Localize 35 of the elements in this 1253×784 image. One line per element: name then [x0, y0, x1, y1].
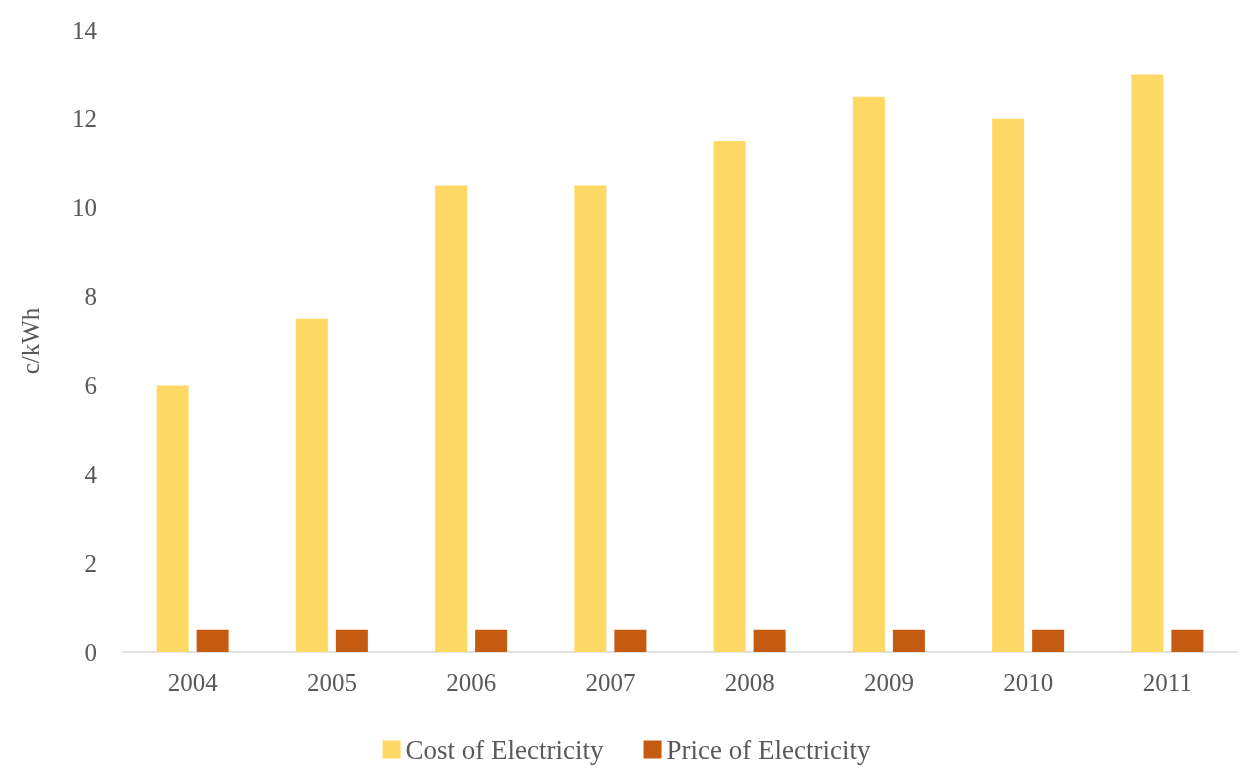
x-tick-label: 2006 — [446, 669, 497, 696]
y-tick-label: 14 — [72, 16, 98, 44]
x-tick-label: 2011 — [1142, 669, 1192, 696]
x-tick-label: 2010 — [1003, 669, 1054, 696]
y-tick-label: 12 — [72, 105, 97, 133]
bar — [992, 118, 1025, 652]
bar — [475, 629, 508, 652]
y-tick-label: 8 — [84, 283, 97, 311]
bar — [196, 629, 229, 652]
bar — [295, 318, 328, 652]
legend-label: Cost of Electricity — [405, 734, 605, 765]
legend-label: Price of Electricity — [666, 734, 871, 765]
x-tick-label: 2005 — [306, 669, 357, 696]
y-axis-title: c/kWh — [17, 307, 44, 375]
y-tick-label: 4 — [84, 460, 98, 488]
bar — [852, 96, 885, 652]
bar — [892, 629, 925, 652]
bar — [574, 185, 607, 652]
x-tick-label: 2007 — [585, 669, 636, 696]
bar — [1171, 629, 1204, 652]
y-tick-label: 6 — [84, 371, 97, 399]
bar — [1131, 74, 1164, 652]
x-tick-label: 2008 — [724, 669, 775, 696]
bar — [1032, 629, 1065, 652]
x-tick-label: 2004 — [167, 669, 219, 696]
bar — [614, 629, 647, 652]
x-tick-label: 2009 — [863, 669, 914, 696]
bar — [335, 629, 368, 652]
y-tick-label: 2 — [84, 549, 97, 577]
bar — [435, 185, 468, 652]
bar — [156, 385, 189, 652]
bar — [713, 141, 746, 652]
bar — [753, 629, 786, 652]
y-tick-label: 10 — [72, 194, 97, 222]
y-tick-label: 0 — [84, 638, 97, 666]
